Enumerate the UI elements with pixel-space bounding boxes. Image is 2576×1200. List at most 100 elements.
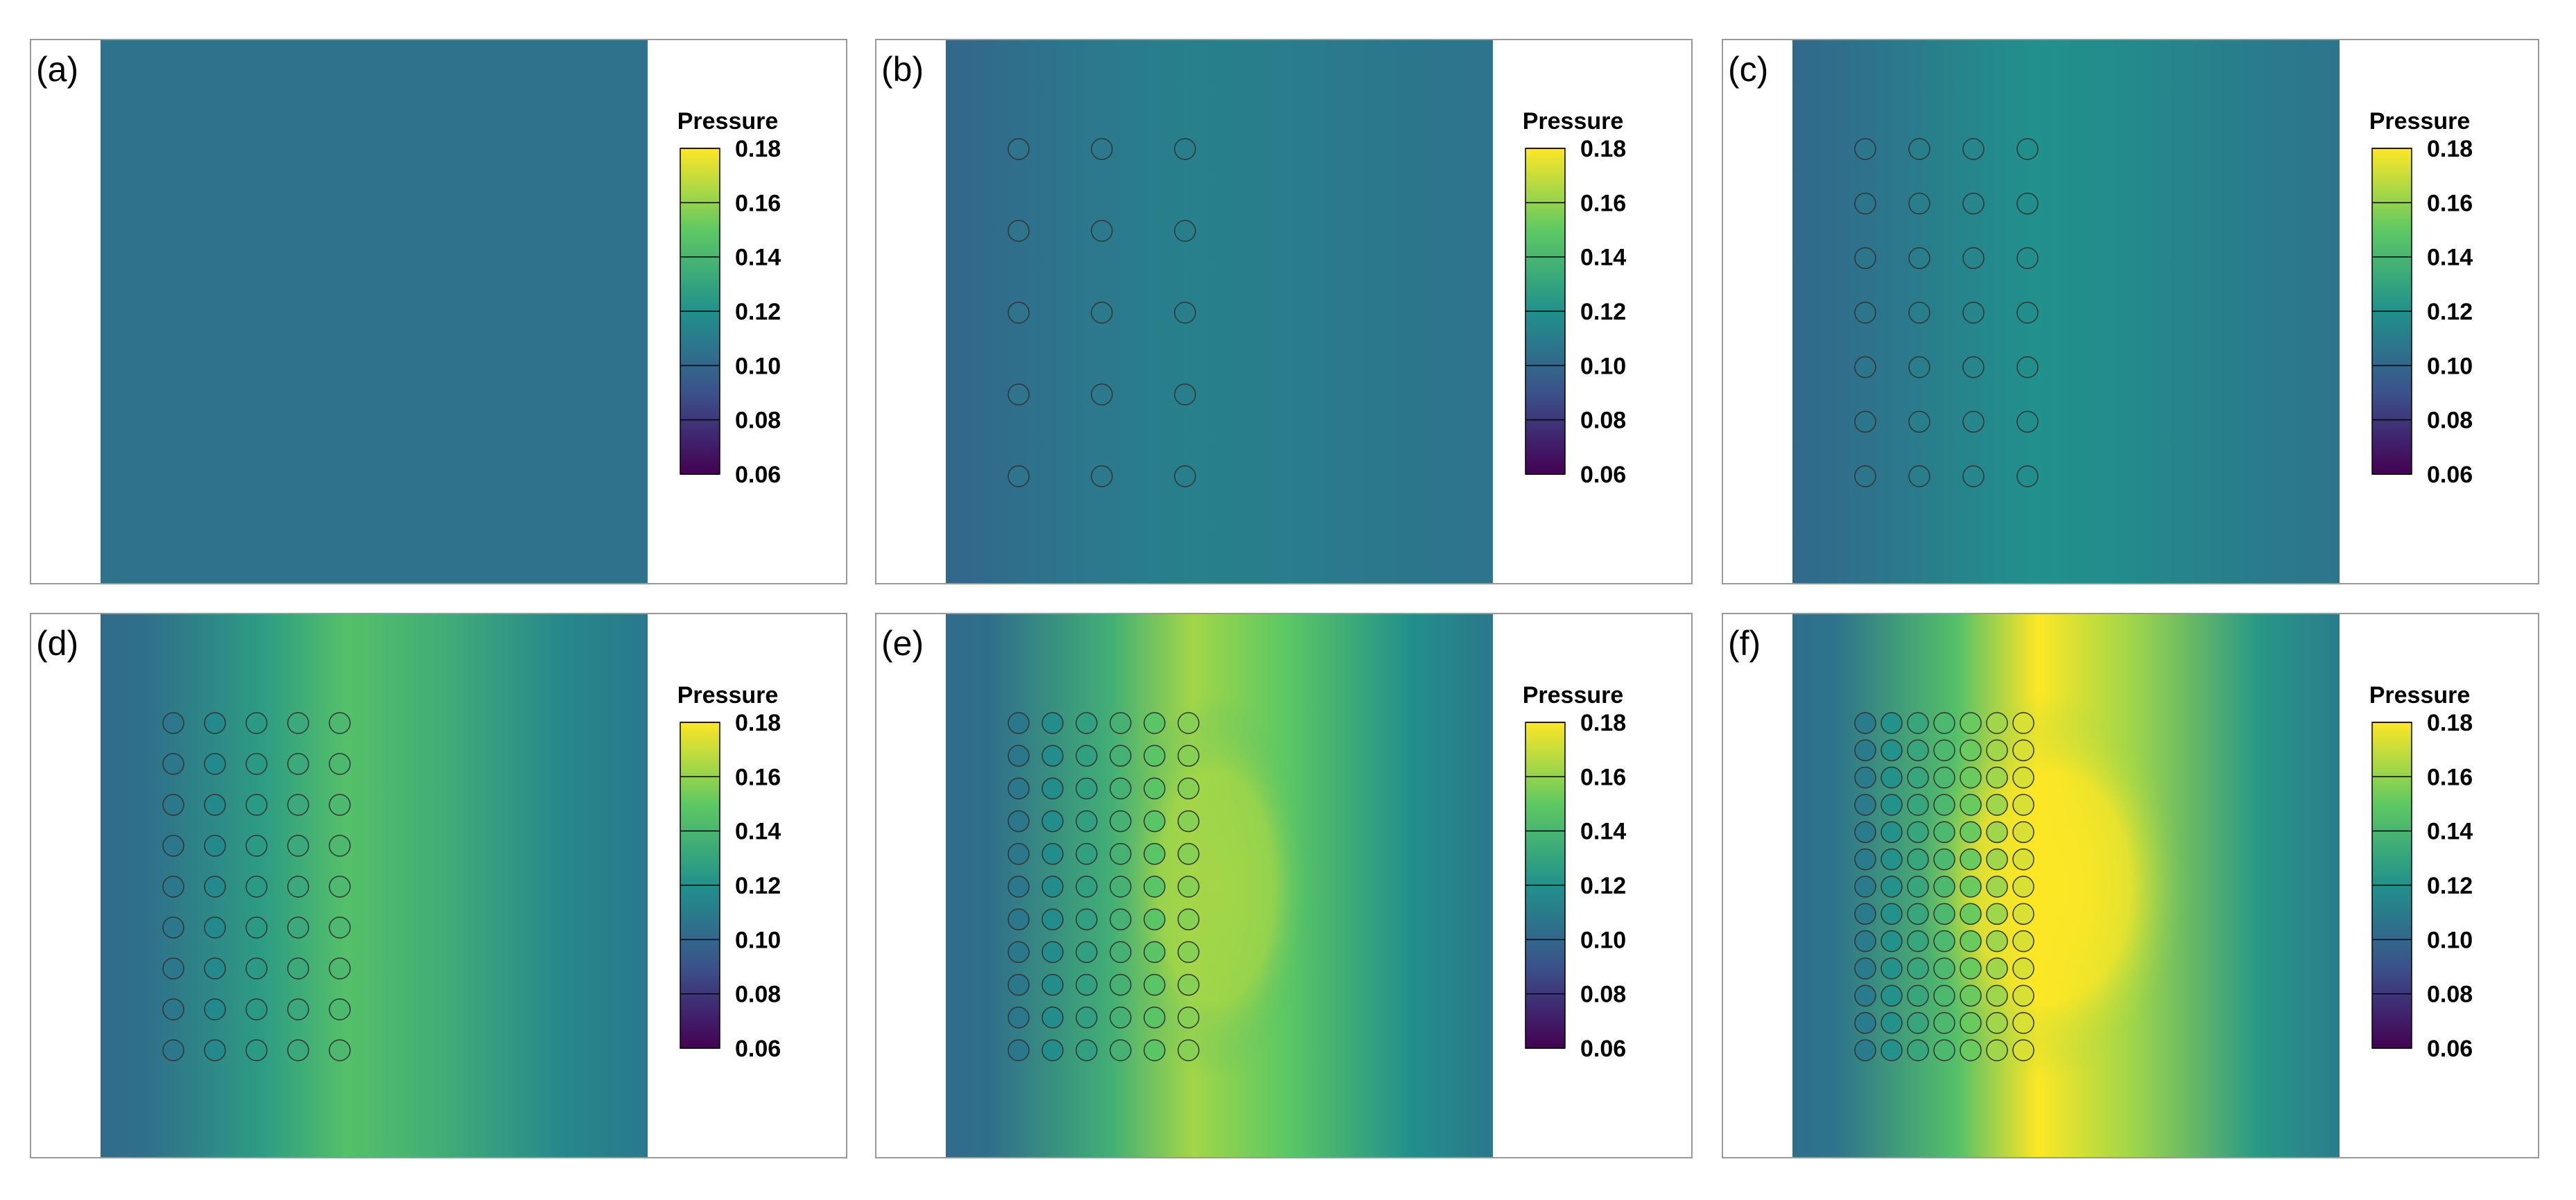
obstacle-circle [329, 753, 351, 775]
panel-label: (f) [1728, 624, 1761, 663]
obstacle-circle [2016, 192, 2039, 215]
obstacle-circle [287, 1039, 309, 1061]
colorbar-tick-label: 0.10 [2427, 353, 2473, 379]
obstacle-circle [1854, 794, 1876, 816]
colorbar-tick-label: 0.08 [1580, 408, 1626, 434]
obstacle-circle [287, 753, 309, 775]
obstacle-circle [1177, 843, 1200, 865]
obstacle-circle [1986, 739, 2008, 762]
obstacle-circle [245, 1039, 268, 1061]
obstacle-circle [162, 753, 184, 775]
obstacle-circle [1907, 712, 1929, 734]
obstacle-circle [1907, 766, 1929, 789]
obstacle-circle [1091, 465, 1113, 487]
obstacle-circle [1854, 138, 1876, 160]
obstacle-circle [1854, 465, 1876, 487]
obstacle-circle [1960, 712, 1982, 734]
high-pressure-zone [1120, 695, 1313, 1078]
obstacle-circle [1962, 138, 1985, 160]
obstacle-circle [1177, 810, 1200, 833]
obstacle-circle [329, 794, 351, 816]
colorbar-title: Pressure [677, 682, 779, 708]
colorbar-tick-label: 0.18 [1580, 136, 1626, 162]
obstacle-circle [1041, 1007, 1064, 1029]
obstacle-circle [1143, 1007, 1166, 1029]
obstacle-circle [2012, 1011, 2034, 1034]
obstacle-circle [1177, 745, 1200, 767]
obstacle-circle [1854, 410, 1876, 433]
obstacle-circle [1177, 973, 1200, 996]
obstacle-circle [1008, 302, 1030, 324]
obstacle-circle [1091, 220, 1113, 242]
obstacle-circle [329, 876, 351, 898]
colorbar-tick-label: 0.16 [2427, 764, 2473, 790]
obstacle-circle [1854, 876, 1876, 898]
obstacle-circle [1109, 876, 1132, 898]
obstacle-circle [1091, 302, 1113, 324]
obstacle-circle [162, 876, 184, 898]
pressure-field [101, 40, 648, 583]
obstacle-circle [204, 876, 226, 898]
obstacle-circle [1907, 957, 1929, 980]
obstacle-circle [1075, 876, 1098, 898]
colorbar-tick-label: 0.10 [1580, 353, 1626, 379]
obstacle-circle [1854, 848, 1876, 871]
obstacle-circle [1881, 794, 1903, 816]
obstacle-circle [1854, 930, 1876, 953]
obstacle-circle [1933, 848, 1955, 871]
obstacle-circle [1008, 908, 1030, 930]
colorbar-tick-label: 0.08 [1580, 982, 1626, 1008]
colorbar-title: Pressure [2369, 108, 2471, 134]
obstacle-circle [287, 876, 309, 898]
colorbar-tick-label: 0.12 [735, 299, 781, 325]
colorbar-tick-label: 0.06 [735, 1036, 781, 1062]
obstacle-circle [1174, 220, 1196, 242]
colorbar-tick-label: 0.14 [735, 245, 781, 271]
obstacle-circle [162, 712, 184, 734]
obstacle-circle [1109, 941, 1132, 964]
colorbar-tick-label: 0.06 [2427, 462, 2473, 488]
obstacle-circle [1933, 794, 1955, 816]
obstacle-circle [2012, 848, 2034, 871]
colorbar-tick-label: 0.06 [2427, 1036, 2473, 1062]
obstacle-circle [1109, 810, 1132, 833]
obstacle-circle [2016, 247, 2039, 270]
high-pressure-zone [1919, 695, 2183, 1078]
obstacle-circle [2012, 1039, 2034, 1061]
obstacle-circle [1854, 1039, 1876, 1061]
obstacle-circle [1907, 1039, 1929, 1061]
colorbar-tick-label: 0.10 [735, 353, 781, 379]
colorbar-tick-label: 0.14 [2427, 245, 2473, 271]
obstacle-circle [1075, 1039, 1098, 1061]
obstacle-circle [1109, 908, 1132, 930]
colorbar-tick-label: 0.16 [1580, 190, 1626, 216]
obstacle-circle [1008, 810, 1030, 833]
obstacle-circle [1960, 1011, 1982, 1034]
obstacle-circle [1041, 843, 1064, 865]
colorbar-title: Pressure [2369, 682, 2471, 708]
obstacle-circle [1881, 739, 1903, 762]
obstacle-circle [1143, 973, 1166, 996]
colorbar-tick-label: 0.12 [2427, 299, 2473, 325]
obstacle-circle [1960, 794, 1982, 816]
obstacle-circle [1986, 876, 2008, 898]
obstacle-circle [204, 835, 226, 857]
obstacle-circle [1960, 766, 1982, 789]
obstacle-circle [245, 794, 268, 816]
colorbar-title: Pressure [677, 108, 779, 134]
obstacle-circle [245, 712, 268, 734]
obstacle-circle [1881, 848, 1903, 871]
obstacle-circle [204, 998, 226, 1020]
obstacle-circle [1908, 302, 1930, 324]
colorbar-tick-label: 0.06 [1580, 1036, 1626, 1062]
obstacle-circle [1109, 777, 1132, 800]
obstacle-circle [1962, 465, 1985, 487]
obstacle-circle [2012, 739, 2034, 762]
